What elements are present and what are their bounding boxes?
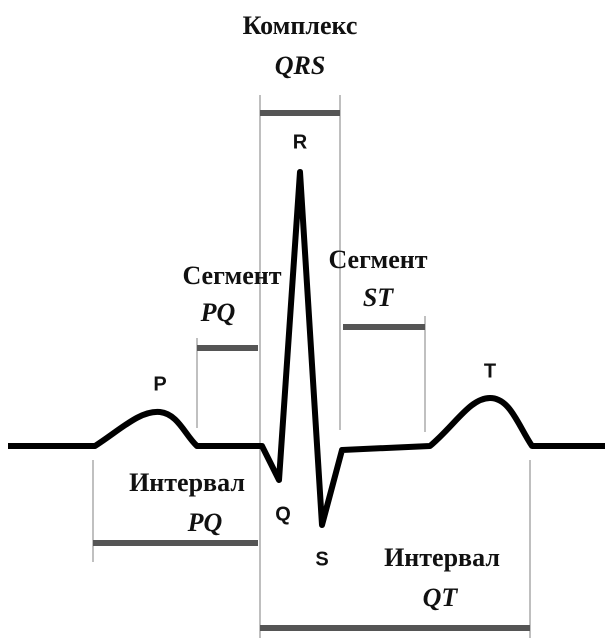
label: ST xyxy=(363,283,394,312)
label: Сегмент xyxy=(182,261,281,290)
ecg-wave xyxy=(8,169,605,528)
label: QT xyxy=(423,583,459,612)
label: Интервал xyxy=(129,468,245,497)
wave-label: P xyxy=(153,373,166,395)
wave-label: T xyxy=(484,360,496,382)
label: Сегмент xyxy=(328,245,427,274)
guides xyxy=(92,95,531,638)
bars xyxy=(93,110,530,631)
label: QRS xyxy=(275,51,326,80)
wave-label: R xyxy=(293,131,308,153)
label: PQ xyxy=(187,508,223,537)
label: Интервал xyxy=(384,543,500,572)
label: Комплекс xyxy=(243,11,358,40)
label: PQ xyxy=(200,298,236,327)
wave-label: Q xyxy=(275,503,291,525)
wave-label: S xyxy=(315,548,328,570)
